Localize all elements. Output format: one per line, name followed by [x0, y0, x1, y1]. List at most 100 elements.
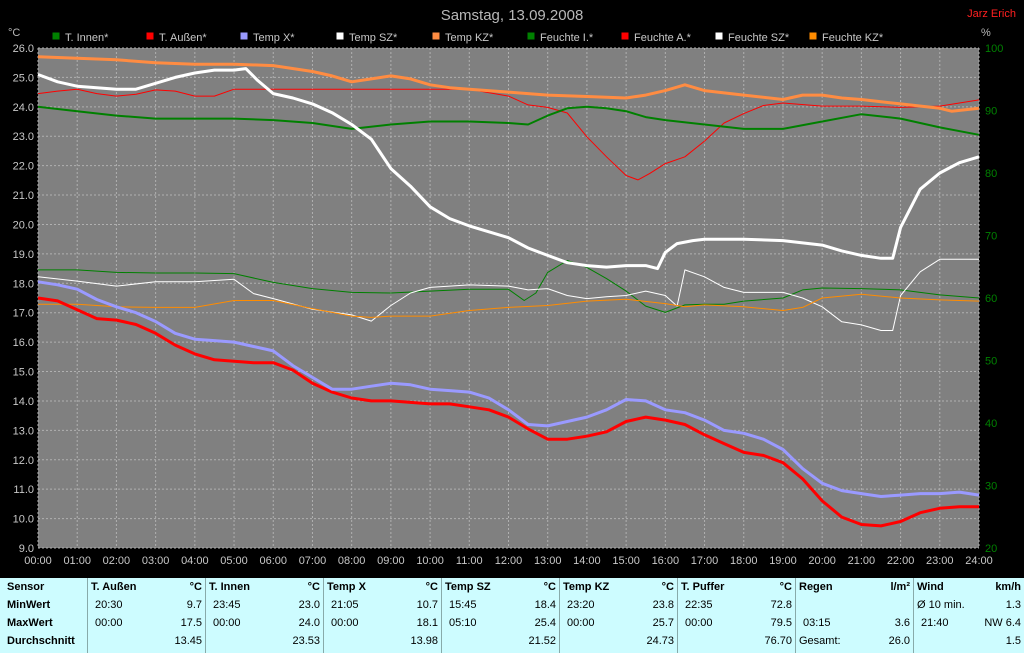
series-line [37, 67, 980, 271]
min-value: 9.7 [186, 599, 202, 611]
x-tick-label: 21:00 [848, 555, 876, 567]
regen-unit: l/m² [890, 581, 910, 593]
series-line [37, 105, 980, 136]
y-left-tick-label: 20.0 [13, 219, 34, 231]
wind-max: NW 6.4 [984, 617, 1021, 629]
legend-swatch [335, 31, 345, 41]
stats-column-wind: Wind km/h Ø 10 min. 1.3 21:40 NW 6.4 1.5 [914, 578, 1024, 653]
sensor-columns: T. Außen °C 20:30 9.7 00:00 17.5 13.45 T. Innen… [88, 578, 796, 653]
legend-label: Temp SZ* [349, 32, 398, 44]
legend-swatch [620, 31, 630, 41]
legend-label: T. Innen* [65, 32, 109, 44]
min-value: 10.7 [416, 599, 438, 611]
maxwert-label: MaxWert [7, 617, 53, 629]
x-tick-label: 20:00 [808, 555, 836, 567]
grid [37, 47, 980, 549]
regen-time: 03:15 [803, 617, 831, 629]
series-line [37, 55, 980, 113]
regen-total: 26.0 [888, 635, 910, 647]
x-tick-label: 15:00 [612, 555, 640, 567]
x-tick-label: 22:00 [887, 555, 915, 567]
x-tick-label: 08:00 [338, 555, 366, 567]
max-time: 00:00 [331, 617, 359, 629]
x-tick-label: 05:00 [220, 555, 248, 567]
y-right-tick-label: 100 [985, 43, 1003, 55]
regen-name: Regen [799, 581, 833, 593]
sensor-name: Temp SZ [445, 581, 491, 593]
sensor-name: Temp X [327, 581, 366, 593]
x-tick-label: 19:00 [769, 555, 797, 567]
min-time: 15:45 [449, 599, 477, 611]
max-time: 00:00 [213, 617, 241, 629]
x-tick-label: 10:00 [416, 555, 444, 567]
y-left-tick-label: 13.0 [13, 425, 34, 437]
series-line [37, 258, 979, 331]
avg-value: 23.53 [292, 635, 320, 647]
legend: T. Innen* T. Außen* Temp X* Temp SZ* Temp KZ… [51, 31, 884, 44]
max-value: 79.5 [770, 617, 792, 629]
y-left-tick-label: 16.0 [13, 337, 34, 349]
y-left-tick-label: 21.0 [13, 190, 34, 202]
legend-label: Temp KZ* [445, 32, 494, 44]
wind-avg: 1.3 [1005, 599, 1021, 611]
sensor-label: Sensor [7, 581, 45, 593]
legend-swatch [714, 31, 724, 41]
y-left-tick-label: 9.0 [19, 543, 34, 555]
avg-value: 24.73 [646, 635, 674, 647]
min-time: 23:45 [213, 599, 241, 611]
wind-unit: km/h [995, 581, 1021, 593]
series-line [37, 280, 980, 498]
legend-label: Feuchte I.* [540, 32, 594, 44]
series-group [37, 55, 980, 528]
legend-swatch [526, 31, 536, 41]
y-left-tick-label: 17.0 [13, 308, 34, 320]
sensor-unit: °C [543, 581, 556, 593]
legend-swatch [808, 31, 818, 41]
series-line [38, 260, 980, 313]
sensor-unit: °C [307, 581, 320, 593]
max-value: 17.5 [180, 617, 202, 629]
avg-value: 13.45 [174, 635, 202, 647]
x-tick-label: 16:00 [652, 555, 680, 567]
x-tick-label: 09:00 [377, 555, 405, 567]
x-tick-label: 04:00 [181, 555, 209, 567]
max-value: 24.0 [298, 617, 320, 629]
min-value: 72.8 [770, 599, 792, 611]
y-left-tick-label: 11.0 [13, 484, 34, 496]
legend-label: Feuchte KZ* [822, 32, 884, 44]
sensor-unit: °C [425, 581, 438, 593]
durchschnitt-label: Durchschnitt [7, 635, 75, 647]
avg-value: 13.98 [410, 635, 438, 647]
x-tick-label: 07:00 [299, 555, 327, 567]
chart-title: Samstag, 13.09.2008 [441, 7, 584, 24]
series-line [38, 293, 980, 318]
sensor-unit: °C [661, 581, 674, 593]
min-value: 23.0 [298, 599, 320, 611]
max-value: 25.4 [534, 617, 556, 629]
avg-value: 76.70 [764, 635, 792, 647]
x-axis: 00:00 01:00 02:00 03:00 04:00 05:00 06:00 07:00… [24, 555, 993, 567]
x-tick-label: 18:00 [730, 555, 758, 567]
legend-swatch [431, 31, 441, 41]
minwert-label: MinWert [7, 599, 51, 611]
min-time: 21:05 [331, 599, 359, 611]
x-tick-label: 24:00 [965, 555, 993, 567]
legend-label: Feuchte A.* [634, 32, 692, 44]
min-time: 23:20 [567, 599, 595, 611]
stats-panel: Sensor MinWert MaxWert Durchschnitt T. A… [0, 578, 1024, 653]
y-left-tick-label: 19.0 [13, 249, 34, 261]
max-value: 25.7 [652, 617, 674, 629]
legend-swatch [145, 31, 155, 41]
max-value: 18.1 [416, 617, 438, 629]
y-left-tick-label: 15.0 [13, 367, 34, 379]
x-tick-label: 23:00 [926, 555, 954, 567]
sensor-unit: °C [779, 581, 792, 593]
y-left-tick-label: 18.0 [13, 278, 34, 290]
y-right-tick-label: 80 [985, 168, 997, 180]
author-label: Jarz Erich [967, 8, 1016, 20]
y-axis-left: 9.0 10.0 11.0 12.0 13.0 14.0 15.0 16.0 17.0 18.0 1… [13, 43, 34, 555]
stats-column: T. Außen °C 20:30 9.7 00:00 17.5 13.45 [88, 578, 206, 653]
max-time: 00:00 [685, 617, 713, 629]
y-right-tick-label: 30 [985, 481, 997, 493]
chart: Samstag, 13.09.2008 Jarz Erich °C % T. I… [8, 7, 1016, 567]
